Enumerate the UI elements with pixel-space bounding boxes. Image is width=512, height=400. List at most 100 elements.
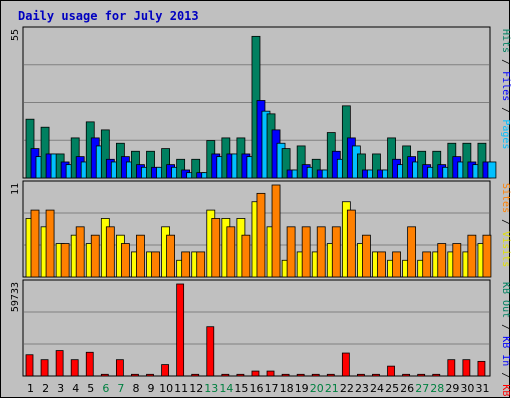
x-tick-label: 1 xyxy=(27,382,34,395)
bar-visits-sites-day-26 xyxy=(407,226,417,278)
bar-visits-sites-day-22 xyxy=(346,209,356,278)
bar-kbytes-kb-f-day-12 xyxy=(191,373,200,377)
bar-visits-sites-day-9 xyxy=(151,251,160,278)
bar-hits-hits-day-10 xyxy=(161,148,170,179)
legend-entry: KB Out xyxy=(500,282,511,318)
x-tick-label: 23 xyxy=(355,382,369,395)
bar-visits-sites-day-14 xyxy=(226,226,236,278)
bar-kbytes-kb-f-day-10 xyxy=(161,364,169,377)
x-tick-label: 21 xyxy=(325,382,339,395)
bar-visits-sites-day-2 xyxy=(45,209,55,278)
panel-kbytes-ymax-label: 59733 xyxy=(10,282,21,312)
bar-visits-sites-day-1 xyxy=(30,209,40,278)
x-tick-label: 3 xyxy=(57,382,64,395)
legend-entry: / xyxy=(500,53,511,71)
x-tick-label: 22 xyxy=(340,382,354,395)
bar-hits-hits-day-2 xyxy=(40,126,50,179)
bar-kbytes-kb-f-day-2 xyxy=(40,359,49,377)
bar-visits-sites-day-19 xyxy=(301,226,311,278)
bar-visits-sites-day-30 xyxy=(467,234,477,278)
bar-hits-hits-day-31 xyxy=(477,142,487,179)
x-tick-label: 9 xyxy=(148,382,155,395)
bar-hits-hits-day-9 xyxy=(146,150,155,179)
legend-entry: KB F xyxy=(500,384,511,400)
bar-kbytes-kb-f-day-7 xyxy=(115,359,124,377)
bar-hits-hits-day-6 xyxy=(100,129,110,179)
bar-visits-sites-day-8 xyxy=(136,234,145,278)
bar-kbytes-kb-f-day-16 xyxy=(251,370,260,377)
bar-visits-sites-day-23 xyxy=(362,234,371,278)
bar-kbytes-kb-f-day-30 xyxy=(462,359,471,377)
bar-kbytes-kb-f-day-18 xyxy=(281,373,290,377)
x-tick-label: 4 xyxy=(72,382,79,395)
bar-visits-sites-day-15 xyxy=(241,234,251,278)
x-tick-label: 10 xyxy=(159,382,173,395)
x-tick-label: 16 xyxy=(250,382,264,395)
bar-kbytes-kb-f-day-4 xyxy=(70,359,79,377)
bar-kbytes-kb-f-day-11 xyxy=(176,283,185,377)
bar-hits-hits-day-12 xyxy=(191,158,201,179)
bar-kbytes-kb-f-day-3 xyxy=(55,350,64,377)
bar-kbytes-kb-f-day-27 xyxy=(417,373,426,377)
bar-visits-sites-day-7 xyxy=(120,243,130,278)
bar-kbytes-kb-f-day-6 xyxy=(100,373,109,377)
x-tick-label: 17 xyxy=(265,382,279,395)
bar-hits-hits-day-20 xyxy=(311,158,321,179)
x-tick-label: 15 xyxy=(234,382,248,395)
bar-visits-sites-day-4 xyxy=(75,226,85,278)
x-tick-label: 12 xyxy=(189,382,203,395)
bar-kbytes-kb-f-day-19 xyxy=(296,373,305,377)
x-tick-label: 30 xyxy=(460,382,474,395)
bar-visits-sites-day-6 xyxy=(105,226,115,278)
bar-visits-sites-day-21 xyxy=(331,226,341,278)
x-tick-label: 24 xyxy=(370,382,384,395)
panel-kbytes-legend: KB Out / KB In / KB F xyxy=(500,282,511,400)
bar-visits-sites-day-10 xyxy=(166,234,175,278)
legend-entry: Sites xyxy=(500,183,511,213)
bar-visits-sites-day-20 xyxy=(316,226,326,278)
bar-visits-sites-day-17 xyxy=(271,184,281,278)
bar-kbytes-kb-f-day-14 xyxy=(221,373,230,377)
bar-hits-hits-day-23 xyxy=(357,153,366,179)
x-tick-label: 14 xyxy=(219,382,233,395)
bar-visits-sites-day-3 xyxy=(60,243,70,278)
bar-visits-sites-day-18 xyxy=(286,226,296,278)
x-tick-label: 13 xyxy=(204,382,218,395)
bar-visits-sites-day-29 xyxy=(452,243,462,278)
x-tick-label: 6 xyxy=(102,382,109,395)
panel-hits-ymax-label: 55 xyxy=(10,29,21,41)
x-tick-label: 8 xyxy=(132,382,139,395)
legend-entry: Hits xyxy=(500,29,511,53)
panel-visits-ymax-label: 11 xyxy=(10,183,21,195)
bar-kbytes-kb-f-day-26 xyxy=(402,373,411,377)
x-tick-label: 2 xyxy=(42,382,49,395)
bar-visits-sites-day-28 xyxy=(437,243,447,278)
bar-visits-sites-day-11 xyxy=(181,251,191,278)
bar-hits-hits-day-18 xyxy=(281,148,291,179)
legend-entry: / xyxy=(500,366,511,384)
bar-kbytes-kb-f-day-22 xyxy=(341,352,350,377)
bar-hits-hits-day-25 xyxy=(387,137,396,179)
bar-kbytes-kb-f-day-21 xyxy=(326,373,335,377)
bar-visits-sites-day-12 xyxy=(196,251,206,278)
bar-kbytes-kb-f-day-23 xyxy=(357,373,365,377)
x-tick-label: 25 xyxy=(385,382,399,395)
x-tick-label: 18 xyxy=(280,382,294,395)
x-tick-label: 31 xyxy=(475,382,489,395)
bar-kbytes-kb-f-day-5 xyxy=(85,351,94,377)
bar-kbytes-kb-f-day-29 xyxy=(447,359,456,377)
x-tick-label: 27 xyxy=(415,382,429,395)
bar-kbytes-kb-f-day-17 xyxy=(266,370,275,377)
bar-kbytes-kb-f-day-20 xyxy=(311,373,320,377)
bar-kbytes-kb-f-day-1 xyxy=(25,354,34,377)
bar-hits-hits-day-30 xyxy=(462,142,472,179)
bar-kbytes-kb-f-day-28 xyxy=(432,373,441,377)
bar-visits-sites-day-31 xyxy=(482,234,492,278)
bar-visits-sites-day-13 xyxy=(211,218,221,278)
chart-title: Daily usage for July 2013 xyxy=(18,9,199,23)
legend-entry: / xyxy=(500,318,511,336)
x-tick-label: 26 xyxy=(400,382,414,395)
x-tick-label: 11 xyxy=(174,382,188,395)
legend-entry: Pages xyxy=(500,119,511,149)
bar-visits-sites-day-25 xyxy=(392,251,401,278)
